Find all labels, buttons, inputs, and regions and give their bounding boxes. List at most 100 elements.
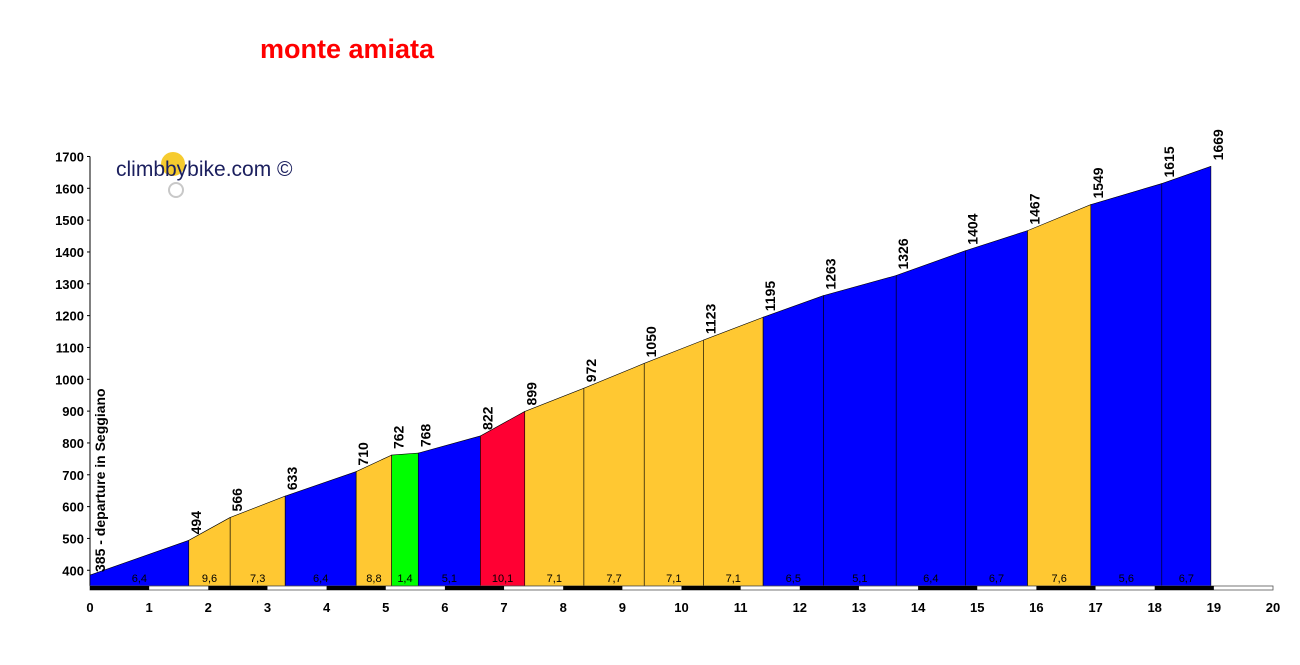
elevation-label: 1615 [1161,146,1177,177]
gradient-label: 7,1 [666,573,681,585]
start-label: 385 - departure in Seggiano [92,388,108,572]
start-label-group: 385 - departure in Seggiano [92,388,108,572]
elevation-label: 1549 [1090,167,1106,198]
gradient-label: 6,5 [786,573,801,585]
x-axis-scale-block [1154,586,1214,590]
elevation-label: 633 [284,467,300,491]
x-tick-label: 7 [500,600,507,615]
gradient-label: 5,6 [1119,573,1134,585]
x-tick-label: 5 [382,600,389,615]
profile-segment-easy [823,275,897,587]
x-tick-label: 8 [560,600,567,615]
gradient-label: 10,1 [492,573,513,585]
elevation-label: 1123 [702,304,718,335]
y-tick-label: 1000 [55,372,84,387]
profile-segment-moderate [703,316,764,587]
elevation-label: 710 [355,442,371,466]
elevation-label: 1195 [762,281,778,312]
x-axis-scale-block [563,586,623,590]
elevation-label: 899 [524,382,540,406]
gradient-label: 6,7 [1179,573,1194,585]
elevation-label: 566 [229,488,245,512]
x-tick-label: 11 [734,600,748,615]
x-tick-label: 6 [441,600,448,615]
y-axis: 400 500 600 700 800 900 1000 1100 1200 1300 1400 15… [55,149,91,586]
profile-segment-moderate [583,362,645,587]
y-tick-label: 700 [62,468,84,483]
x-tick-label: 10 [674,600,688,615]
x-tick-label: 1 [146,600,153,615]
gradient-label: 6,4 [923,573,938,585]
profile-segment-easy [1090,183,1163,587]
x-tick-label: 15 [970,600,984,615]
x-tick-label: 20 [1266,600,1280,615]
y-tick-label: 1500 [55,213,84,228]
y-tick-label: 1600 [55,181,84,196]
y-tick-label: 1200 [55,309,84,324]
y-tick-label: 1700 [55,149,84,164]
x-tick-label: 3 [264,600,271,615]
profile-segment-easy [762,295,824,587]
profile-segment-moderate [1027,204,1092,587]
gradient-labels: 6,4 9,6 7,3 6,4 8,8 1,4 5,1 10,1 7,1 7,7 7,1 7,1 6,5… [132,573,1194,585]
x-tick-label: 2 [205,600,212,615]
y-tick-label: 1300 [55,277,84,292]
gradient-label: 5,1 [442,573,457,585]
gradient-label: 7,1 [726,573,741,585]
elevation-label: 1467 [1027,193,1043,224]
y-tick-label: 900 [62,404,84,419]
x-axis: 0 1 2 3 4 5 6 7 8 9 10 11 12 13 14 15 16 17 18 19 20 [86,585,1280,615]
gradient-label: 6,4 [132,573,147,585]
gradient-label: 7,1 [547,573,562,585]
x-axis-scale-block [326,586,386,590]
elevation-label: 768 [417,424,433,448]
x-tick-label: 13 [852,600,866,615]
gradient-label: 7,6 [1052,573,1067,585]
logo-sun-icon [161,152,185,176]
watermark-text: climbbybike.com © [116,158,293,181]
elevation-labels: 494 566 633 710 762 768 822 899 972 1050 1123 1195 1… [188,129,1226,534]
y-tick-label: 500 [62,531,84,546]
elevation-label: 972 [583,359,599,383]
elevation-label: 1669 [1210,129,1226,160]
gradient-label: 6,7 [989,573,1004,585]
x-tick-label: 16 [1029,600,1043,615]
profile-segment-moderate [524,387,585,587]
profile-segment-flat [391,452,419,587]
profile-segment-steep [480,410,526,587]
logo-cyclist-icon [168,182,184,198]
logo: climbbybike.com © [116,152,293,198]
elevation-label: 494 [188,511,204,535]
profile-segments [89,165,1212,587]
x-axis-scale-block [444,586,505,590]
y-tick-label: 1400 [55,245,84,260]
profile-segment-easy [1161,165,1212,587]
x-tick-label: 19 [1207,600,1221,615]
gradient-label: 8,8 [366,573,381,585]
x-tick-label: 18 [1147,600,1161,615]
gradient-label: 7,7 [606,573,621,585]
profile-segment-moderate [355,454,392,587]
profile-segment-easy [417,435,481,587]
x-tick-label: 17 [1088,600,1102,615]
chart-title: monte amiata [260,34,435,64]
x-tick-label: 9 [619,600,626,615]
x-axis-scale-block [90,586,150,590]
elevation-label: 1263 [822,258,838,289]
gradient-label: 1,4 [397,573,412,585]
elevation-label: 1050 [643,326,659,357]
x-tick-label: 0 [86,600,93,615]
gradient-label: 9,6 [202,573,217,585]
x-tick-label: 12 [793,600,807,615]
x-axis-scale-block [208,586,268,590]
x-axis-scale-block [681,586,741,590]
y-tick-label: 1100 [56,340,84,355]
x-axis-scale-block [1036,586,1096,590]
x-axis-scale-block [799,586,859,590]
y-tick-label: 600 [62,500,84,515]
x-tick-label: 14 [911,600,926,615]
elevation-label: 1326 [895,238,911,269]
gradient-label: 6,4 [313,573,328,585]
profile-segment-easy [965,230,1028,587]
